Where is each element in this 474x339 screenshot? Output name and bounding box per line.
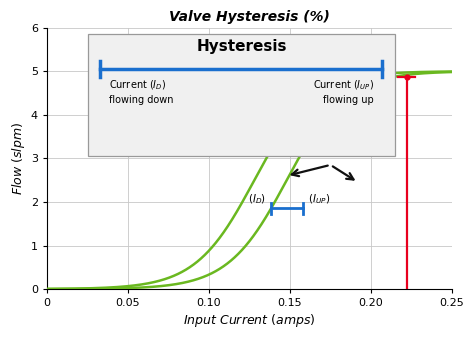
Text: Hysteresis: Hysteresis xyxy=(196,39,287,54)
Text: Current $(I_D)$
flowing down: Current $(I_D)$ flowing down xyxy=(109,79,173,105)
Text: Current $(I_{UP})$
flowing up: Current $(I_{UP})$ flowing up xyxy=(313,79,374,105)
Title: Valve Hysteresis (%): Valve Hysteresis (%) xyxy=(169,10,330,24)
FancyBboxPatch shape xyxy=(88,34,395,156)
Text: $(I_{UP})$: $(I_{UP})$ xyxy=(308,193,330,206)
Y-axis label: Flow $(slpm)$: Flow $(slpm)$ xyxy=(10,122,27,195)
X-axis label: Input Current $(amps)$: Input Current $(amps)$ xyxy=(183,312,316,329)
Text: $(I_D)$: $(I_D)$ xyxy=(247,193,265,206)
